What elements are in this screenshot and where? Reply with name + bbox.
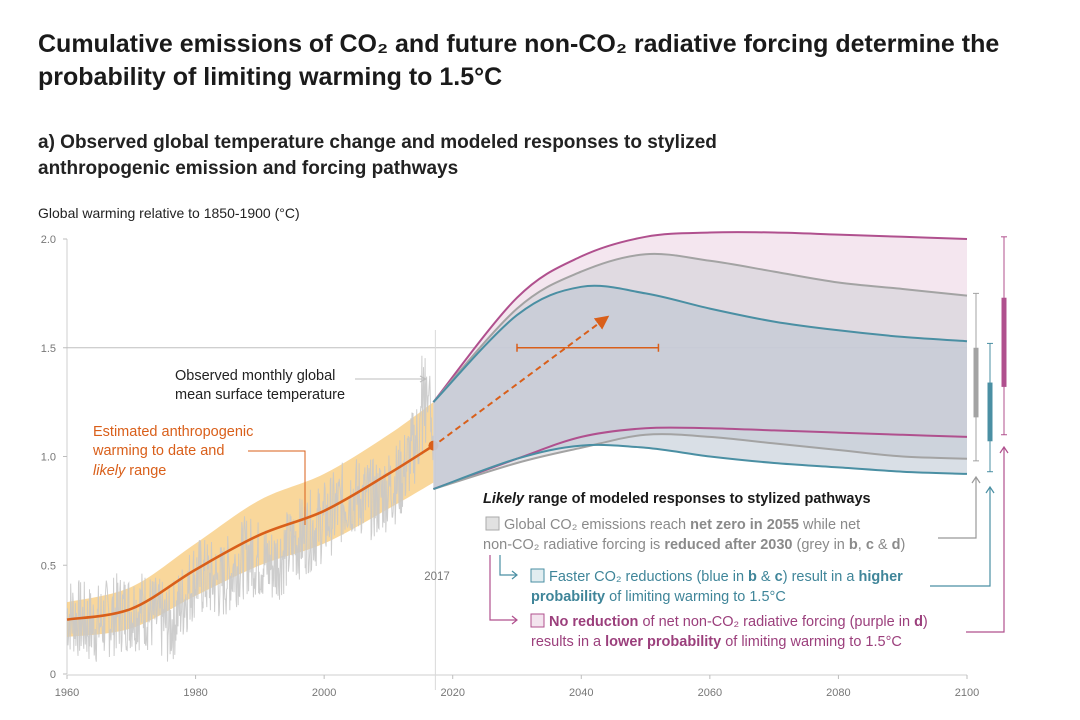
y-tick-label: 2.0 <box>41 234 56 246</box>
anthro-leader-line <box>248 450 306 525</box>
legend-blue-line2: probability of limiting warming to 1.5°C <box>531 589 786 605</box>
x-tick-label: 2020 <box>440 687 464 699</box>
purple-pathway-upper <box>432 231 968 403</box>
grey-pathway-lower <box>433 433 968 491</box>
grey-side-box <box>973 347 979 418</box>
legend-purple-line1: No reduction of net non-CO₂ radiative fo… <box>549 614 928 630</box>
anthropogenic-warming-line <box>66 444 435 621</box>
anthro-likely-italic: likely <box>93 463 126 479</box>
purple-pathway-lower <box>433 426 968 491</box>
x-tick-label: 2000 <box>312 687 336 699</box>
legend-heading-rest: range of modeled responses to stylized p… <box>524 491 870 507</box>
observed-monthly-temperature <box>66 355 434 662</box>
x-tick-label: 2040 <box>569 687 593 699</box>
y-axis-label: Global warming relative to 1850-1900 (°C… <box>38 205 300 221</box>
anthro-annotation-line1: Estimated anthropogenic <box>93 424 253 440</box>
legend-heading-italic: Likely <box>483 491 525 507</box>
blue-pathway-upper <box>432 284 968 403</box>
anthro-range-text: range <box>125 463 166 479</box>
chart-plot-area <box>66 231 1007 662</box>
y-tick-label: 0 <box>50 669 56 681</box>
connector-grey-sidebar <box>938 478 977 539</box>
year-2017-label: 2017 <box>424 571 450 583</box>
projection-arrow <box>438 315 610 443</box>
blue-pathway-lower <box>433 443 968 491</box>
x-tick-label: 2080 <box>826 687 850 699</box>
x-tick-label: 2100 <box>955 687 979 699</box>
connector-purple <box>489 555 516 621</box>
x-tick-label: 2060 <box>698 687 722 699</box>
panel-subtitle: a) Observed global temperature change an… <box>38 132 717 179</box>
figure-title: Cumulative emissions of CO₂ and future n… <box>38 30 1000 91</box>
grey-pathway-upper <box>432 252 968 403</box>
legend-blue-line1: Faster CO₂ reductions (blue in b & c) re… <box>549 569 903 585</box>
y-tick-label: 0.5 <box>41 560 56 572</box>
connector-blue-sidebar <box>930 488 991 587</box>
observed-leader-arrow <box>419 375 428 383</box>
legend-grey-line1: Global CO₂ emissions reach net zero in 2… <box>504 517 860 533</box>
y-tick-label: 1.5 <box>41 343 56 355</box>
observed-annotation-line1: Observed monthly global <box>175 368 335 384</box>
observed-annotation-line2: mean surface temperature <box>175 387 345 403</box>
purple-side-box <box>1001 297 1007 387</box>
x-tick-label: 1960 <box>55 687 79 699</box>
legend-blue-swatch <box>530 568 545 583</box>
legend-grey-line2: non-CO₂ radiative forcing is reduced aft… <box>483 537 905 553</box>
blue-side-box <box>987 382 993 442</box>
legend-connectors <box>489 445 1009 633</box>
legend-purple-swatch <box>530 613 545 628</box>
blue-pathway-band <box>433 285 967 490</box>
anthro-annotation-line2: warming to date and <box>92 443 224 459</box>
legend-heading: Likely range of modeled responses to sty… <box>483 491 871 507</box>
anthro-annotation-line3: likely range <box>93 463 166 479</box>
y-tick-label: 1.0 <box>41 452 56 464</box>
legend-purple-line2: results in a lower probability of limiti… <box>531 634 902 650</box>
legend-grey-swatch <box>485 516 500 531</box>
connector-grey <box>499 555 516 576</box>
chart-grid: 0 0.5 1.0 1.5 2.0 1960 1980 2000 2020 2040 2060 208… <box>41 234 980 699</box>
x-tick-label: 1980 <box>183 687 207 699</box>
connector-purple-sidebar <box>966 448 1005 633</box>
